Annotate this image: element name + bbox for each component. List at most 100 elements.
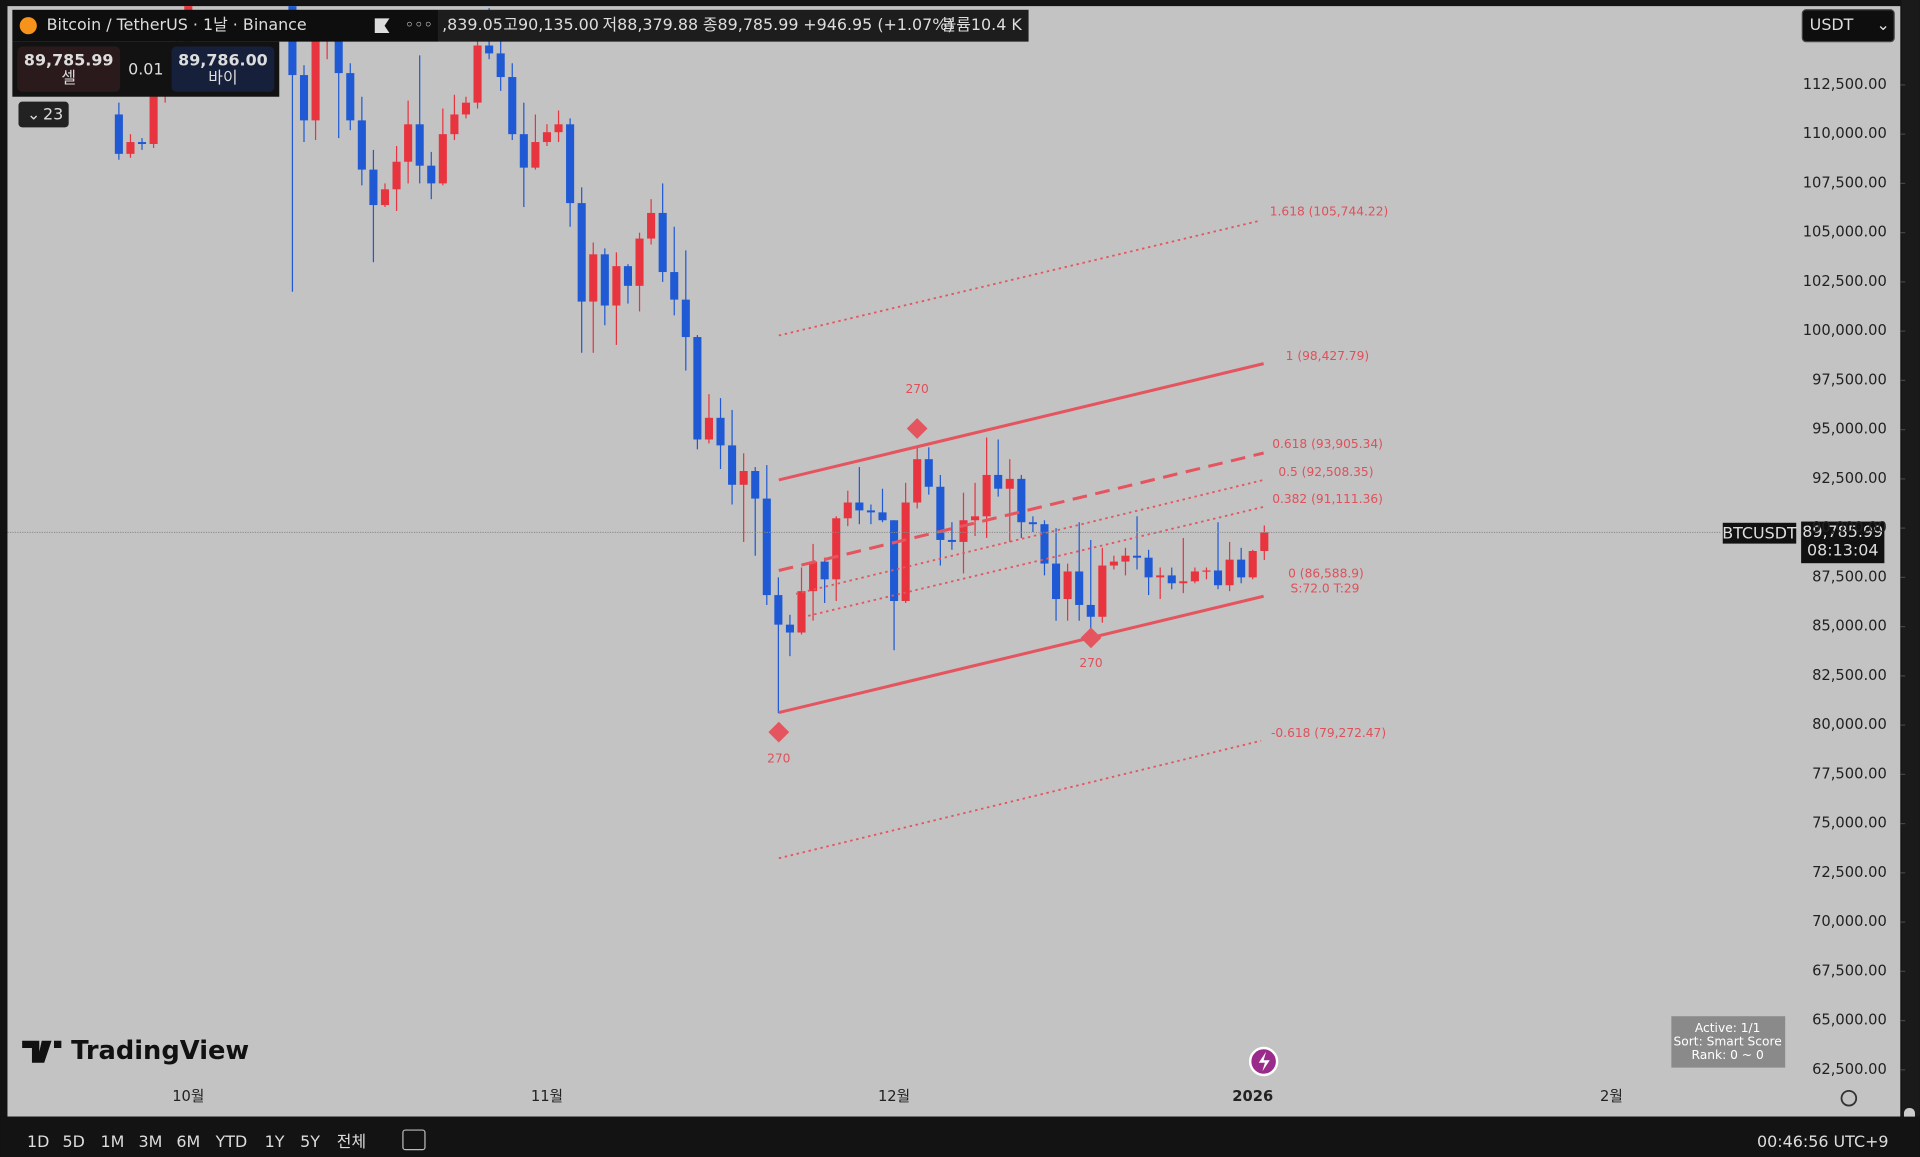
candle-body: [716, 417, 725, 446]
y-tick-label: 77,500.00: [1812, 765, 1887, 782]
candle-body: [450, 114, 459, 135]
candle-body: [797, 591, 806, 633]
candle-body: [566, 124, 575, 204]
goto-date[interactable]: [402, 1129, 426, 1151]
y-tick-label: 62,500.00: [1812, 1061, 1887, 1078]
ohlc-bar: [438, 9, 1029, 42]
indicator-toggle[interactable]: [18, 101, 69, 128]
candle-body: [519, 134, 528, 168]
candle-body: [635, 238, 644, 286]
y-tick-label: 92,500.00: [1812, 470, 1887, 487]
range-button[interactable]: 1M: [101, 1132, 125, 1151]
range-button[interactable]: 전체: [337, 1132, 366, 1151]
pivot-marker: [1080, 627, 1102, 649]
candle-body: [415, 124, 424, 166]
pivot-label: 270: [905, 382, 928, 396]
buy-button[interactable]: [171, 46, 275, 92]
candle-body: [149, 92, 158, 145]
candle-body: [785, 624, 794, 633]
candle-body: [901, 502, 910, 602]
candle-body: [658, 212, 667, 273]
candle-body: [971, 516, 980, 521]
flag-icon[interactable]: [374, 18, 390, 34]
candle-body: [843, 502, 852, 519]
range-button[interactable]: 1Y: [265, 1132, 285, 1151]
price-tag: [1801, 521, 1885, 564]
y-tick-label: 85,000.00: [1812, 618, 1887, 635]
candle-body: [1179, 581, 1188, 584]
candle-body: [1063, 571, 1072, 600]
fib-label: 0.382 (91,111.36): [1272, 492, 1383, 506]
y-tick-label: 82,500.00: [1812, 667, 1887, 684]
y-tick-label: 110,000.00: [1803, 125, 1887, 142]
candle-body: [994, 474, 1003, 489]
sell-button[interactable]: [17, 46, 121, 92]
range-button[interactable]: 3M: [138, 1132, 162, 1151]
range-buttons: 1D 5D 1M 3M 6M YTD 1Y 5Y 전체: [27, 1132, 366, 1151]
candle-body: [346, 73, 355, 121]
candle-body: [114, 114, 123, 154]
more-icon[interactable]: ◦◦◦: [405, 15, 433, 34]
candle-body: [357, 120, 366, 170]
candle-body: [1132, 555, 1142, 558]
candle-body: [1109, 561, 1118, 566]
candle-body: [647, 212, 656, 239]
candle-body: [600, 254, 609, 306]
plot-bg: [7, 6, 1901, 1117]
candle-body: [866, 510, 875, 513]
y-tick-label: 97,500.00: [1812, 371, 1887, 388]
sell-price: 89,785.99: [24, 51, 114, 70]
candle-body: [1156, 575, 1165, 578]
candle-body: [947, 539, 956, 542]
ohlc-low: 저88,379.88: [602, 15, 698, 34]
candle-body: [589, 254, 598, 302]
candle-body: [380, 189, 390, 206]
y-tick-label: 72,500.00: [1812, 864, 1887, 881]
candle-body: [913, 459, 922, 503]
range-button[interactable]: YTD: [215, 1132, 248, 1151]
buy-label: 바이: [208, 68, 237, 87]
chevron: ⌄: [1876, 15, 1889, 34]
range-button[interactable]: 5D: [63, 1132, 85, 1151]
x-tick-label: 10월: [172, 1088, 204, 1105]
range-button[interactable]: 5Y: [300, 1132, 320, 1151]
x-tick-label: 12월: [878, 1088, 910, 1105]
fib-line: [807, 505, 1264, 617]
candle-body: [542, 132, 552, 143]
symbol-tag: [1722, 522, 1797, 544]
fib-line: [778, 594, 1264, 715]
candle-body: [438, 134, 447, 184]
candle-body: [1202, 570, 1211, 572]
currency-select[interactable]: [1801, 9, 1895, 43]
candle-body: [1121, 555, 1130, 562]
range-button[interactable]: 6M: [176, 1132, 200, 1151]
candle-body: [531, 142, 540, 168]
y-tick-label: 107,500.00: [1803, 174, 1887, 191]
y-tick-label: 90,000.00: [1812, 519, 1887, 536]
y-tick-label: 67,500.00: [1812, 962, 1887, 979]
fib-label: 1 (98,427.79): [1286, 349, 1369, 363]
price-tag-countdown: 08:13:04: [1807, 540, 1878, 559]
clock: 00:46:56 UTC+9: [1757, 1132, 1888, 1151]
y-tick-label: 87,500.00: [1812, 568, 1887, 585]
score-line: Active: 1/1: [1695, 1021, 1761, 1035]
range-button[interactable]: 1D: [27, 1132, 49, 1151]
ohlc-open: ,839.05: [442, 15, 503, 34]
pivot-label: 270: [1079, 656, 1102, 670]
fib-channel: [778, 219, 1264, 860]
candle-body: [485, 45, 494, 54]
candle-body: [1052, 563, 1061, 600]
candle-body: [751, 471, 760, 499]
candle-body: [693, 337, 702, 440]
settings-icon[interactable]: [1840, 1089, 1858, 1107]
y-tick-label: 95,000.00: [1812, 421, 1887, 438]
candle-body: [774, 595, 783, 625]
symbol-title[interactable]: Bitcoin / TetherUS · 1날 · Binance: [47, 15, 307, 34]
alert-bolt: [1258, 1051, 1270, 1072]
scrollbar: [1901, 0, 1920, 1117]
y-tick-label: 112,500.00: [1803, 76, 1887, 93]
candle-body: [739, 471, 748, 485]
watermark: TradingView: [71, 1036, 249, 1066]
fib-label: 0.618 (93,905.34): [1272, 437, 1383, 451]
